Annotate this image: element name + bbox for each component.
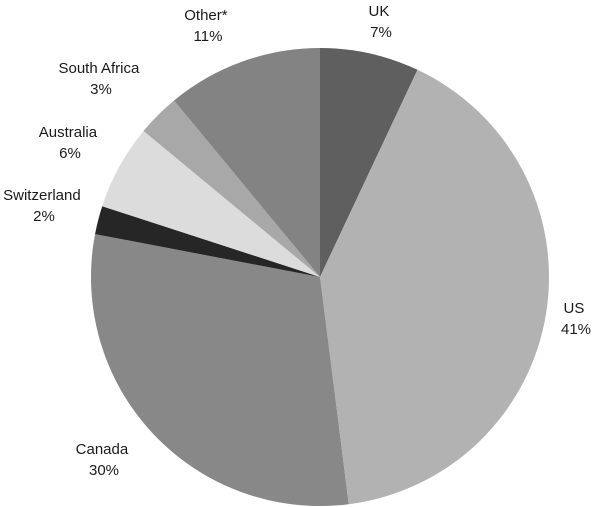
slice-label-us-pct: 41% [561, 321, 591, 338]
slice-label-south-africa-name: South Africa [58, 60, 140, 77]
slice-label-uk-name: UK [368, 3, 389, 20]
slice-label-other-name: Other* [184, 7, 228, 24]
pie-labels: UK 7% US 41% Canada 30% Switzerland 2% A… [3, 3, 591, 479]
slice-label-switzerland: Switzerland 2% [3, 187, 85, 225]
slice-south-africa [143, 100, 320, 277]
slice-label-other-pct: 11% [194, 28, 223, 45]
slice-switzerland [95, 206, 320, 277]
slice-us [320, 69, 549, 505]
slice-label-uk: UK 7% [368, 3, 393, 41]
slice-label-other: Other* 11% [184, 7, 232, 45]
slice-label-switzerland-name: Switzerland [3, 187, 81, 204]
slice-uk [320, 48, 418, 277]
slice-label-australia-name: Australia [39, 124, 98, 141]
slice-other [174, 48, 320, 277]
slice-label-us-name: US [563, 300, 584, 317]
slice-label-australia-pct: 6% [59, 145, 81, 162]
slice-label-australia: Australia 6% [39, 124, 102, 162]
slice-label-south-africa-pct: 3% [90, 81, 112, 98]
slice-label-uk-pct: 7% [370, 24, 392, 41]
slice-label-canada-name: Canada [76, 441, 129, 458]
pie-slices [91, 48, 549, 506]
slice-label-us: US 41% [561, 300, 591, 338]
slice-australia [102, 131, 321, 277]
slice-label-canada-pct: 30% [89, 462, 119, 479]
slice-label-switzerland-pct: 2% [33, 208, 55, 225]
slice-label-canada: Canada 30% [76, 441, 133, 479]
slice-canada [91, 234, 349, 506]
slice-label-south-africa: South Africa 3% [58, 60, 143, 98]
